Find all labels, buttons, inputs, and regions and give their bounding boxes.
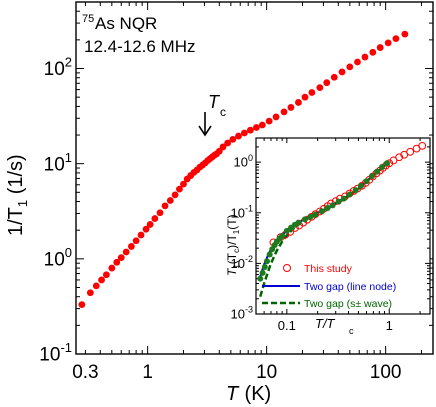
inset-filled-point: [267, 251, 273, 257]
data-point: [133, 237, 140, 244]
data-point: [118, 254, 125, 261]
inset-filled-point: [358, 183, 364, 189]
inset-filled-point: [260, 270, 266, 276]
data-point: [339, 69, 346, 76]
svg-text:(K): (K): [239, 383, 271, 405]
data-point: [128, 243, 135, 250]
y-axis-label: 1/T1 (1/s): [5, 154, 30, 236]
inset-y-tick-label: 10-3: [231, 305, 253, 322]
inset-filled-point: [369, 173, 375, 179]
inset-x-tick-label: 1: [386, 318, 393, 333]
data-point: [108, 265, 115, 272]
data-point: [259, 122, 266, 129]
data-point: [346, 63, 353, 70]
data-point: [253, 124, 260, 131]
data-point: [162, 202, 169, 209]
data-point: [385, 39, 392, 46]
data-point: [369, 49, 376, 56]
data-point: [87, 289, 94, 296]
inset-filled-point: [353, 187, 359, 193]
inset-filled-point: [330, 202, 336, 208]
data-point: [302, 94, 309, 101]
legend-label-this-study: This study: [304, 263, 353, 275]
data-point: [167, 197, 174, 204]
main-x-tick-label: 1: [142, 362, 153, 383]
inset-filled-point: [302, 216, 308, 222]
svg-text:T1(Tc)/T1(T): T1(Tc)/T1(T): [225, 214, 241, 276]
svg-text:T/T: T/T: [315, 316, 336, 331]
data-point: [401, 31, 408, 38]
inset-filled-point: [262, 264, 268, 270]
data-point: [241, 130, 248, 137]
data-point: [377, 44, 384, 51]
data-point: [103, 271, 110, 278]
data-point: [281, 109, 288, 116]
inset-filled-point: [384, 160, 390, 166]
data-point: [354, 59, 361, 66]
data-point: [323, 79, 330, 86]
data-point: [172, 191, 179, 198]
data-point: [273, 114, 280, 121]
inset-filled-point: [279, 233, 285, 239]
inset-y-axis-label: T1(Tc)/T1(T): [225, 214, 241, 276]
tc-label-sub: c: [220, 105, 226, 119]
data-point: [151, 215, 158, 222]
data-point: [295, 99, 302, 106]
data-point: [98, 277, 105, 284]
data-point: [247, 127, 254, 134]
main-x-tick-label: 100: [370, 362, 402, 383]
inset-x-axis-label: T/T c: [315, 316, 354, 336]
data-point: [147, 221, 154, 228]
main-y-tick-label: 102: [44, 55, 72, 81]
main-x-tick-label: 0.3: [72, 362, 98, 383]
inset-filled-point: [347, 191, 353, 197]
x-axis-label: T (K): [226, 383, 271, 405]
data-point: [157, 209, 164, 216]
data-point: [138, 232, 145, 239]
inset-filled-point: [319, 208, 325, 214]
svg-text:T: T: [226, 383, 240, 405]
main-y-tick-label: 100: [44, 245, 72, 271]
data-point: [393, 35, 400, 42]
inset-filled-point: [257, 276, 263, 282]
main-y-tick-label: 101: [44, 150, 72, 176]
legend-label-line-node: Two gap (line node): [304, 281, 396, 293]
inset-filled-point: [364, 178, 370, 184]
svg-text:c: c: [349, 326, 354, 336]
legend-label-s-wave: Two gap (s± wave): [304, 298, 392, 310]
data-point: [266, 118, 273, 125]
main-y-tick-label: 10-1: [39, 340, 72, 366]
annotation-isotope: 75: [82, 13, 94, 25]
data-point: [316, 84, 323, 91]
annotation-frequency: 12.4-12.6 MHz: [84, 37, 196, 56]
data-point: [362, 54, 369, 61]
annotation-method: As NQR: [95, 14, 157, 33]
svg-text:1/T1 (1/s): 1/T1 (1/s): [5, 154, 30, 236]
inset-filled-point: [341, 196, 347, 202]
inset-filled-point: [295, 220, 301, 226]
inset-y-tick-label: 100: [234, 153, 253, 170]
inset-filled-point: [374, 169, 380, 175]
data-point: [93, 282, 100, 289]
data-point: [331, 74, 338, 81]
inset-filled-point: [379, 164, 385, 170]
main-x-tick-label: 10: [256, 362, 277, 383]
data-point: [308, 89, 315, 96]
inset-filled-point: [312, 212, 318, 218]
inset-filled-point: [264, 258, 270, 264]
data-point: [123, 249, 130, 256]
data-point: [235, 133, 242, 140]
data-point: [78, 301, 85, 308]
data-point: [288, 104, 295, 111]
inset-filled-point: [336, 199, 342, 205]
inset-x-tick-label: 0.1: [278, 318, 296, 333]
